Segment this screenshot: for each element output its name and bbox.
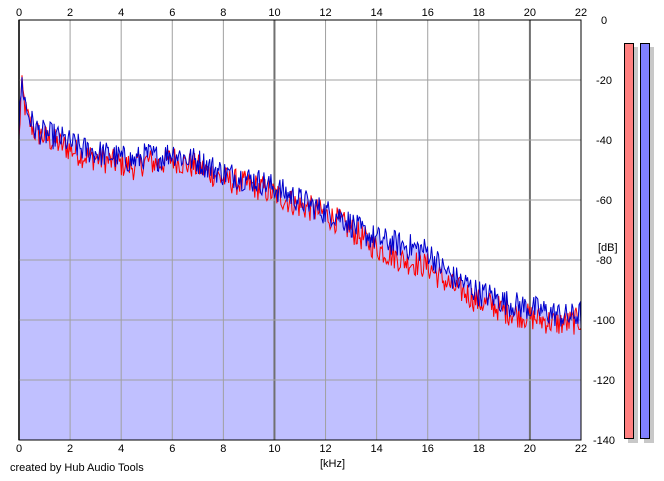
x-tick-bottom-label: 6 [169, 443, 175, 455]
x-tick-bottom-label: 14 [371, 443, 383, 455]
credit-text: created by Hub Audio Tools [10, 462, 144, 474]
plot-frame [18, 19, 582, 441]
x-tick-top-label: 16 [422, 7, 434, 19]
x-tick-bottom-label: 4 [118, 443, 124, 455]
x-tick-bottom-label: 8 [220, 443, 226, 455]
x-tick-top-label: 20 [524, 7, 536, 19]
x-tick-bottom-label: 22 [575, 443, 587, 455]
x-tick-top-label: 0 [16, 7, 22, 19]
x-tick-bottom-label: 16 [422, 443, 434, 455]
y-tick-label: -60 [596, 195, 612, 207]
right-channel-level-meter [640, 43, 650, 439]
x-tick-top-label: 12 [319, 7, 331, 19]
x-tick-top-label: 8 [220, 7, 226, 19]
x-tick-top-label: 14 [371, 7, 383, 19]
y-axis-ticks: 0 -20 -40 -60 -80 -100 -120 -140 [593, 15, 615, 447]
x-tick-top-label: 4 [118, 7, 124, 19]
y-axis-label: [dB] [598, 242, 618, 254]
y-tick-label: -80 [596, 255, 612, 267]
y-tick-label: -20 [596, 75, 612, 87]
y-tick-label: -40 [596, 135, 612, 147]
x-tick-bottom-label: 10 [268, 443, 280, 455]
x-axis-top-ticks: 0 2 4 6 8 10 12 14 16 18 20 22 [16, 7, 587, 19]
y-tick-label: -100 [593, 315, 615, 327]
spectrum-series-lines [18, 75, 582, 335]
x-tick-top-label: 6 [169, 7, 175, 19]
x-axis-bottom-ticks: 0 2 4 6 8 10 12 14 16 18 20 22 [16, 443, 587, 455]
y-tick-label: -120 [593, 375, 615, 387]
x-tick-bottom-label: 12 [319, 443, 331, 455]
series-line-right-channel [18, 77, 582, 327]
x-tick-top-label: 18 [473, 7, 485, 19]
left-channel-level-meter [624, 43, 634, 439]
x-tick-top-label: 22 [575, 7, 587, 19]
x-tick-bottom-label: 2 [67, 443, 73, 455]
x-axis-label: [kHz] [320, 458, 345, 470]
x-tick-bottom-label: 18 [473, 443, 485, 455]
x-tick-top-label: 2 [67, 7, 73, 19]
y-tick-label: -140 [593, 435, 615, 447]
x-tick-top-label: 10 [268, 7, 280, 19]
x-tick-bottom-label: 20 [524, 443, 536, 455]
x-tick-bottom-label: 0 [16, 443, 22, 455]
y-tick-label: 0 [601, 15, 607, 27]
